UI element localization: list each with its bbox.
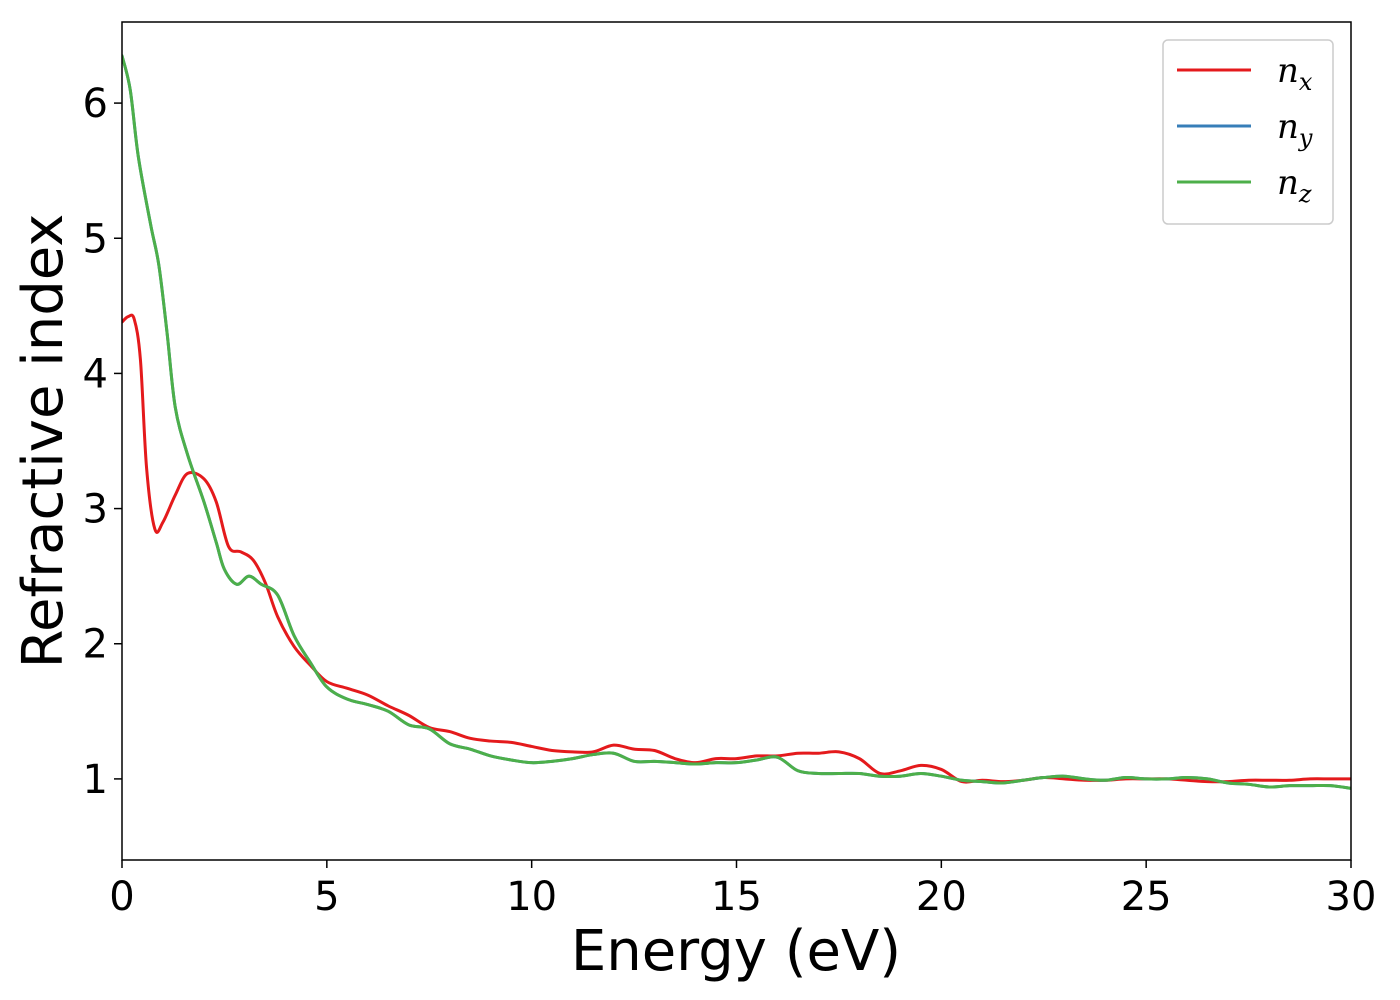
x-tick-label: 10 [506,874,557,920]
legend-entry-ny: ny [1177,107,1313,152]
legend-box [1162,39,1334,225]
series-line-nz [122,54,1351,790]
x-tick-label: 25 [1121,874,1172,920]
legend: nx ny nz [1162,39,1334,225]
x-tick-label: 30 [1326,874,1377,920]
axes: 0 5 10 15 20 25 30 1 2 3 4 5 6 [83,21,1377,920]
series-line-nx [122,313,1351,784]
x-tick-label: 20 [916,874,967,920]
x-tick-label: 0 [109,874,134,920]
y-tick-label: 2 [83,622,108,668]
y-tick-label: 3 [83,487,108,533]
x-tick-label: 5 [314,874,339,920]
y-tick-label: 5 [83,216,108,262]
x-tick-label: 15 [711,874,762,920]
legend-label: nz [1277,163,1312,208]
legend-entry-nz: nz [1177,163,1312,208]
legend-label: ny [1277,107,1313,152]
y-tick-label: 6 [83,81,108,127]
legend-entry-nx: nx [1177,51,1313,96]
y-axis-title: Refractive index [11,214,76,669]
legend-label: nx [1277,51,1313,96]
y-tick-label: 1 [83,757,108,803]
plot-area [122,54,1351,790]
y-tick-label: 4 [83,351,108,397]
x-axis-title: Energy (eV) [571,919,901,984]
